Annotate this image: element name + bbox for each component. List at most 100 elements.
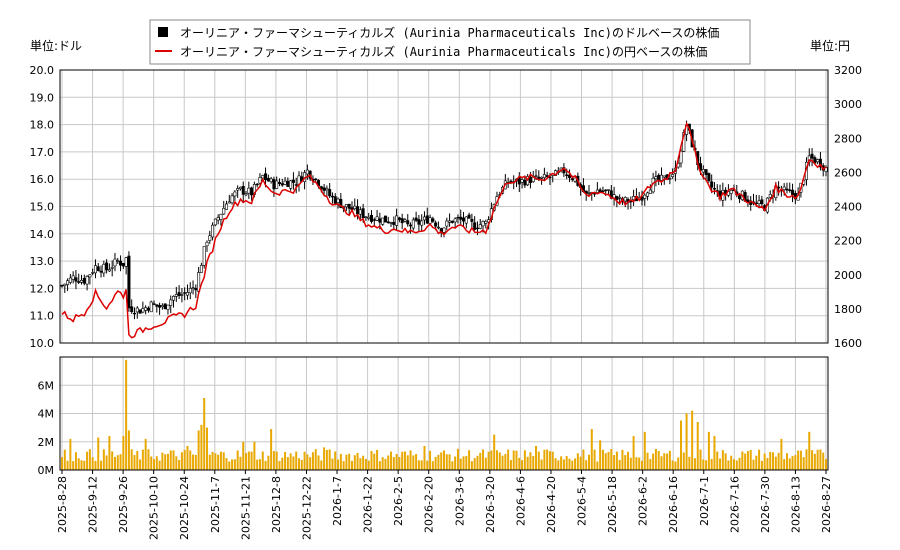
candle-body: [523, 179, 527, 186]
volume-bar: [395, 453, 398, 470]
candle-body: [701, 169, 705, 173]
volume-bar: [705, 460, 708, 470]
volume-bar: [657, 450, 660, 470]
volume-bar: [222, 452, 225, 470]
volume-bar: [242, 441, 245, 470]
volume-bar: [688, 456, 691, 470]
candle-body: [344, 204, 348, 208]
volume-bar: [615, 451, 618, 470]
candle-body: [375, 216, 379, 221]
x-tick-label: 2026-3-6: [453, 476, 466, 526]
candle-body: [219, 213, 223, 220]
x-tick-label: 2026-8-13: [789, 476, 802, 533]
candle-body: [520, 179, 524, 183]
volume-bar: [540, 459, 543, 470]
volume-bar: [392, 457, 395, 470]
volume-bar: [774, 456, 777, 470]
volume-bar: [802, 457, 805, 470]
volume-bar: [83, 460, 86, 470]
volume-bar: [755, 455, 758, 470]
candle-body: [96, 266, 100, 272]
volume-bar: [186, 445, 189, 470]
volume-bar: [674, 461, 677, 470]
volume-bar: [328, 449, 331, 470]
volume-bar: [537, 451, 540, 470]
jpy-price-line: [61, 121, 827, 339]
candle-body: [291, 179, 295, 183]
candle-body: [328, 189, 332, 197]
volume-bar: [593, 449, 596, 470]
y-right-tick-label: 3200: [834, 64, 862, 77]
volume-bar: [526, 456, 529, 470]
volume-bar: [337, 459, 340, 470]
volume-bar: [624, 455, 627, 470]
volume-bar: [311, 452, 314, 470]
volume-bar: [203, 397, 206, 470]
volume-bar: [256, 459, 259, 470]
candle-body: [459, 216, 463, 220]
volume-bar: [465, 456, 468, 470]
volume-bar: [565, 456, 568, 470]
candle-body: [135, 307, 139, 313]
volume-bar: [808, 431, 811, 470]
candle-body: [172, 296, 176, 301]
volume-bar: [77, 458, 80, 470]
candle-body: [818, 158, 822, 168]
volume-bar: [158, 460, 161, 470]
candle-body: [422, 216, 426, 221]
volume-bar: [635, 457, 638, 470]
x-tick-label: 2026-1-7: [331, 476, 344, 526]
volume-bar: [166, 453, 169, 470]
volume-bar: [445, 454, 448, 470]
candle-body: [250, 187, 254, 196]
x-tick-label: 2026-4-20: [545, 476, 558, 533]
candle-body: [570, 178, 574, 180]
volume-bar: [610, 449, 613, 470]
volume-bar: [523, 450, 526, 470]
candle-body: [671, 174, 675, 177]
candle-body: [411, 219, 415, 229]
volume-bar: [543, 449, 546, 470]
candle-body: [85, 276, 89, 285]
volume-bar: [646, 452, 649, 470]
x-tick-label: 2025-9-26: [117, 476, 130, 533]
volume-bar: [197, 430, 200, 470]
volume-bar: [415, 454, 418, 470]
candle-body: [99, 270, 103, 273]
volume-bar: [320, 460, 323, 470]
candle-body: [431, 218, 435, 222]
volume-bar: [468, 450, 471, 470]
volume-bar: [284, 451, 287, 470]
price-grid: [60, 69, 828, 344]
candle-body: [417, 219, 421, 225]
candle-body: [604, 189, 608, 192]
candle-body: [158, 305, 162, 308]
volume-bar: [504, 453, 507, 470]
x-tick-label: 2026-7-1: [698, 476, 711, 526]
candle-body: [77, 281, 81, 283]
volume-bar: [431, 461, 434, 470]
candle-body: [428, 217, 432, 224]
volume-bar: [183, 449, 186, 470]
y-left-tick-label: 19.0: [30, 91, 55, 104]
volume-bar: [175, 456, 178, 470]
candle-body: [383, 215, 387, 223]
volume-bar: [512, 450, 515, 470]
volume-bar: [769, 451, 772, 470]
candle-body: [738, 195, 742, 200]
volume-bar: [596, 461, 599, 470]
volume-bar: [752, 459, 755, 470]
volume-bar: [766, 457, 769, 470]
volume-bar: [627, 451, 630, 470]
candle-body: [478, 224, 482, 229]
y-left-tick-label: 20.0: [30, 64, 55, 77]
candle-body: [314, 178, 318, 180]
volume-bar: [562, 459, 565, 470]
candle-body: [283, 180, 287, 185]
candle-body: [757, 200, 761, 205]
volume-bar: [621, 449, 624, 470]
volume-bar: [710, 459, 713, 470]
x-tick-label: 2026-5-4: [576, 476, 589, 526]
candle-body: [127, 255, 131, 309]
